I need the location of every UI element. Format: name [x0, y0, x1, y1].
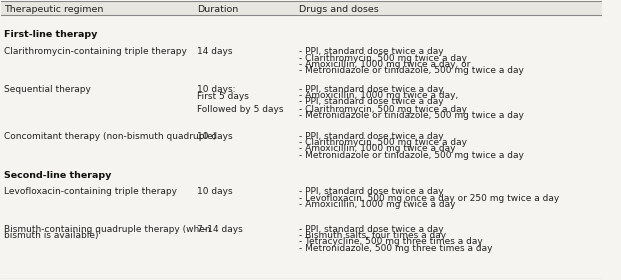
Text: Clarithromycin-containing triple therapy: Clarithromycin-containing triple therapy — [4, 47, 188, 56]
Text: First 5 days: First 5 days — [197, 92, 248, 101]
Text: - PPI, standard dose twice a day: - PPI, standard dose twice a day — [299, 132, 443, 141]
Text: - PPI, standard dose twice a day: - PPI, standard dose twice a day — [299, 187, 443, 196]
Text: - Clarithromycin, 500 mg twice a day: - Clarithromycin, 500 mg twice a day — [299, 138, 467, 147]
Text: Therapeutic regimen: Therapeutic regimen — [4, 5, 104, 14]
Text: - Metronidazole or tinidazole, 500 mg twice a day: - Metronidazole or tinidazole, 500 mg tw… — [299, 151, 524, 160]
Text: - Amoxicillin, 1000 mg twice a day: - Amoxicillin, 1000 mg twice a day — [299, 144, 455, 153]
Text: - Amoxicillin, 1000 mg twice a day: - Amoxicillin, 1000 mg twice a day — [299, 200, 455, 209]
Text: bismuth is available): bismuth is available) — [4, 231, 99, 240]
Text: 14 days: 14 days — [197, 47, 232, 56]
Text: 10 days: 10 days — [197, 187, 232, 196]
Text: - Clarithromycin, 500 mg twice a day: - Clarithromycin, 500 mg twice a day — [299, 53, 467, 62]
Text: Bismuth-containing quadruple therapy (when: Bismuth-containing quadruple therapy (wh… — [4, 225, 211, 234]
Text: - Metronidazole or tinidazole, 500 mg twice a day: - Metronidazole or tinidazole, 500 mg tw… — [299, 66, 524, 75]
Text: Followed by 5 days: Followed by 5 days — [197, 104, 283, 113]
Text: - Levofloxacin, 500 mg once a day or 250 mg twice a day: - Levofloxacin, 500 mg once a day or 250… — [299, 193, 559, 202]
Text: Concomitant therapy (non-bismuth quadruple): Concomitant therapy (non-bismuth quadrup… — [4, 132, 217, 141]
Text: - PPI, standard dose twice a day: - PPI, standard dose twice a day — [299, 85, 443, 94]
Text: Levofloxacin-containing triple therapy: Levofloxacin-containing triple therapy — [4, 187, 178, 196]
Text: - Amoxicillin, 1000 mg twice a day, or: - Amoxicillin, 1000 mg twice a day, or — [299, 60, 470, 69]
Text: Second-line therapy: Second-line therapy — [4, 171, 112, 180]
Text: 7–14 days: 7–14 days — [197, 225, 242, 234]
FancyBboxPatch shape — [1, 1, 602, 15]
Text: 10 days: 10 days — [197, 132, 232, 141]
Text: - Clarithromycin, 500 mg twice a day: - Clarithromycin, 500 mg twice a day — [299, 104, 467, 113]
Text: - PPI, standard dose twice a day: - PPI, standard dose twice a day — [299, 97, 443, 106]
Text: - Metronidazole, 500 mg three times a day: - Metronidazole, 500 mg three times a da… — [299, 244, 492, 253]
Text: Sequential therapy: Sequential therapy — [4, 85, 91, 94]
Text: 10 days:: 10 days: — [197, 85, 235, 94]
Text: - Tetracycline, 500 mg three times a day: - Tetracycline, 500 mg three times a day — [299, 237, 483, 246]
Text: Drugs and doses: Drugs and doses — [299, 5, 379, 14]
Text: - Bismuth salts, four times a day: - Bismuth salts, four times a day — [299, 231, 446, 240]
Text: First-line therapy: First-line therapy — [4, 31, 97, 39]
Text: - PPI, standard dose twice a day: - PPI, standard dose twice a day — [299, 225, 443, 234]
Text: Duration: Duration — [197, 5, 238, 14]
Text: - Metronidazole or tinidazole, 500 mg twice a day: - Metronidazole or tinidazole, 500 mg tw… — [299, 111, 524, 120]
Text: - Amoxicillin, 1000 mg twice a day,: - Amoxicillin, 1000 mg twice a day, — [299, 91, 458, 100]
Text: - PPI, standard dose twice a day: - PPI, standard dose twice a day — [299, 47, 443, 56]
